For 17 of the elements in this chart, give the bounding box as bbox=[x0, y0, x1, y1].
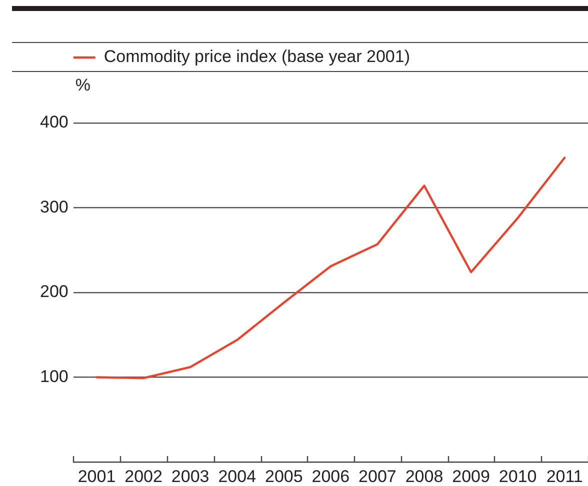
x-tick-label: 2008 bbox=[405, 466, 444, 486]
y-tick-label: 100 bbox=[40, 366, 68, 386]
x-tick-label: 2010 bbox=[498, 466, 537, 486]
x-tick-label: 2002 bbox=[124, 466, 162, 486]
y-tick-label: 400 bbox=[40, 112, 68, 132]
x-tick-label: 2007 bbox=[358, 466, 396, 486]
x-tick-label: 2011 bbox=[546, 466, 583, 486]
x-tick-label: 2006 bbox=[312, 466, 350, 486]
legend-label: Commodity price index (base year 2001) bbox=[104, 47, 410, 66]
y-tick-label: 300 bbox=[40, 197, 68, 216]
x-tick-label: 2009 bbox=[452, 466, 490, 486]
x-tick-label: 2005 bbox=[264, 466, 303, 486]
y-axis-title: % bbox=[75, 76, 90, 95]
y-tick-label: 200 bbox=[40, 282, 68, 302]
x-tick-label: 2001 bbox=[78, 466, 116, 486]
x-tick-label: 2003 bbox=[171, 466, 210, 486]
x-tick-label: 2004 bbox=[218, 466, 256, 486]
